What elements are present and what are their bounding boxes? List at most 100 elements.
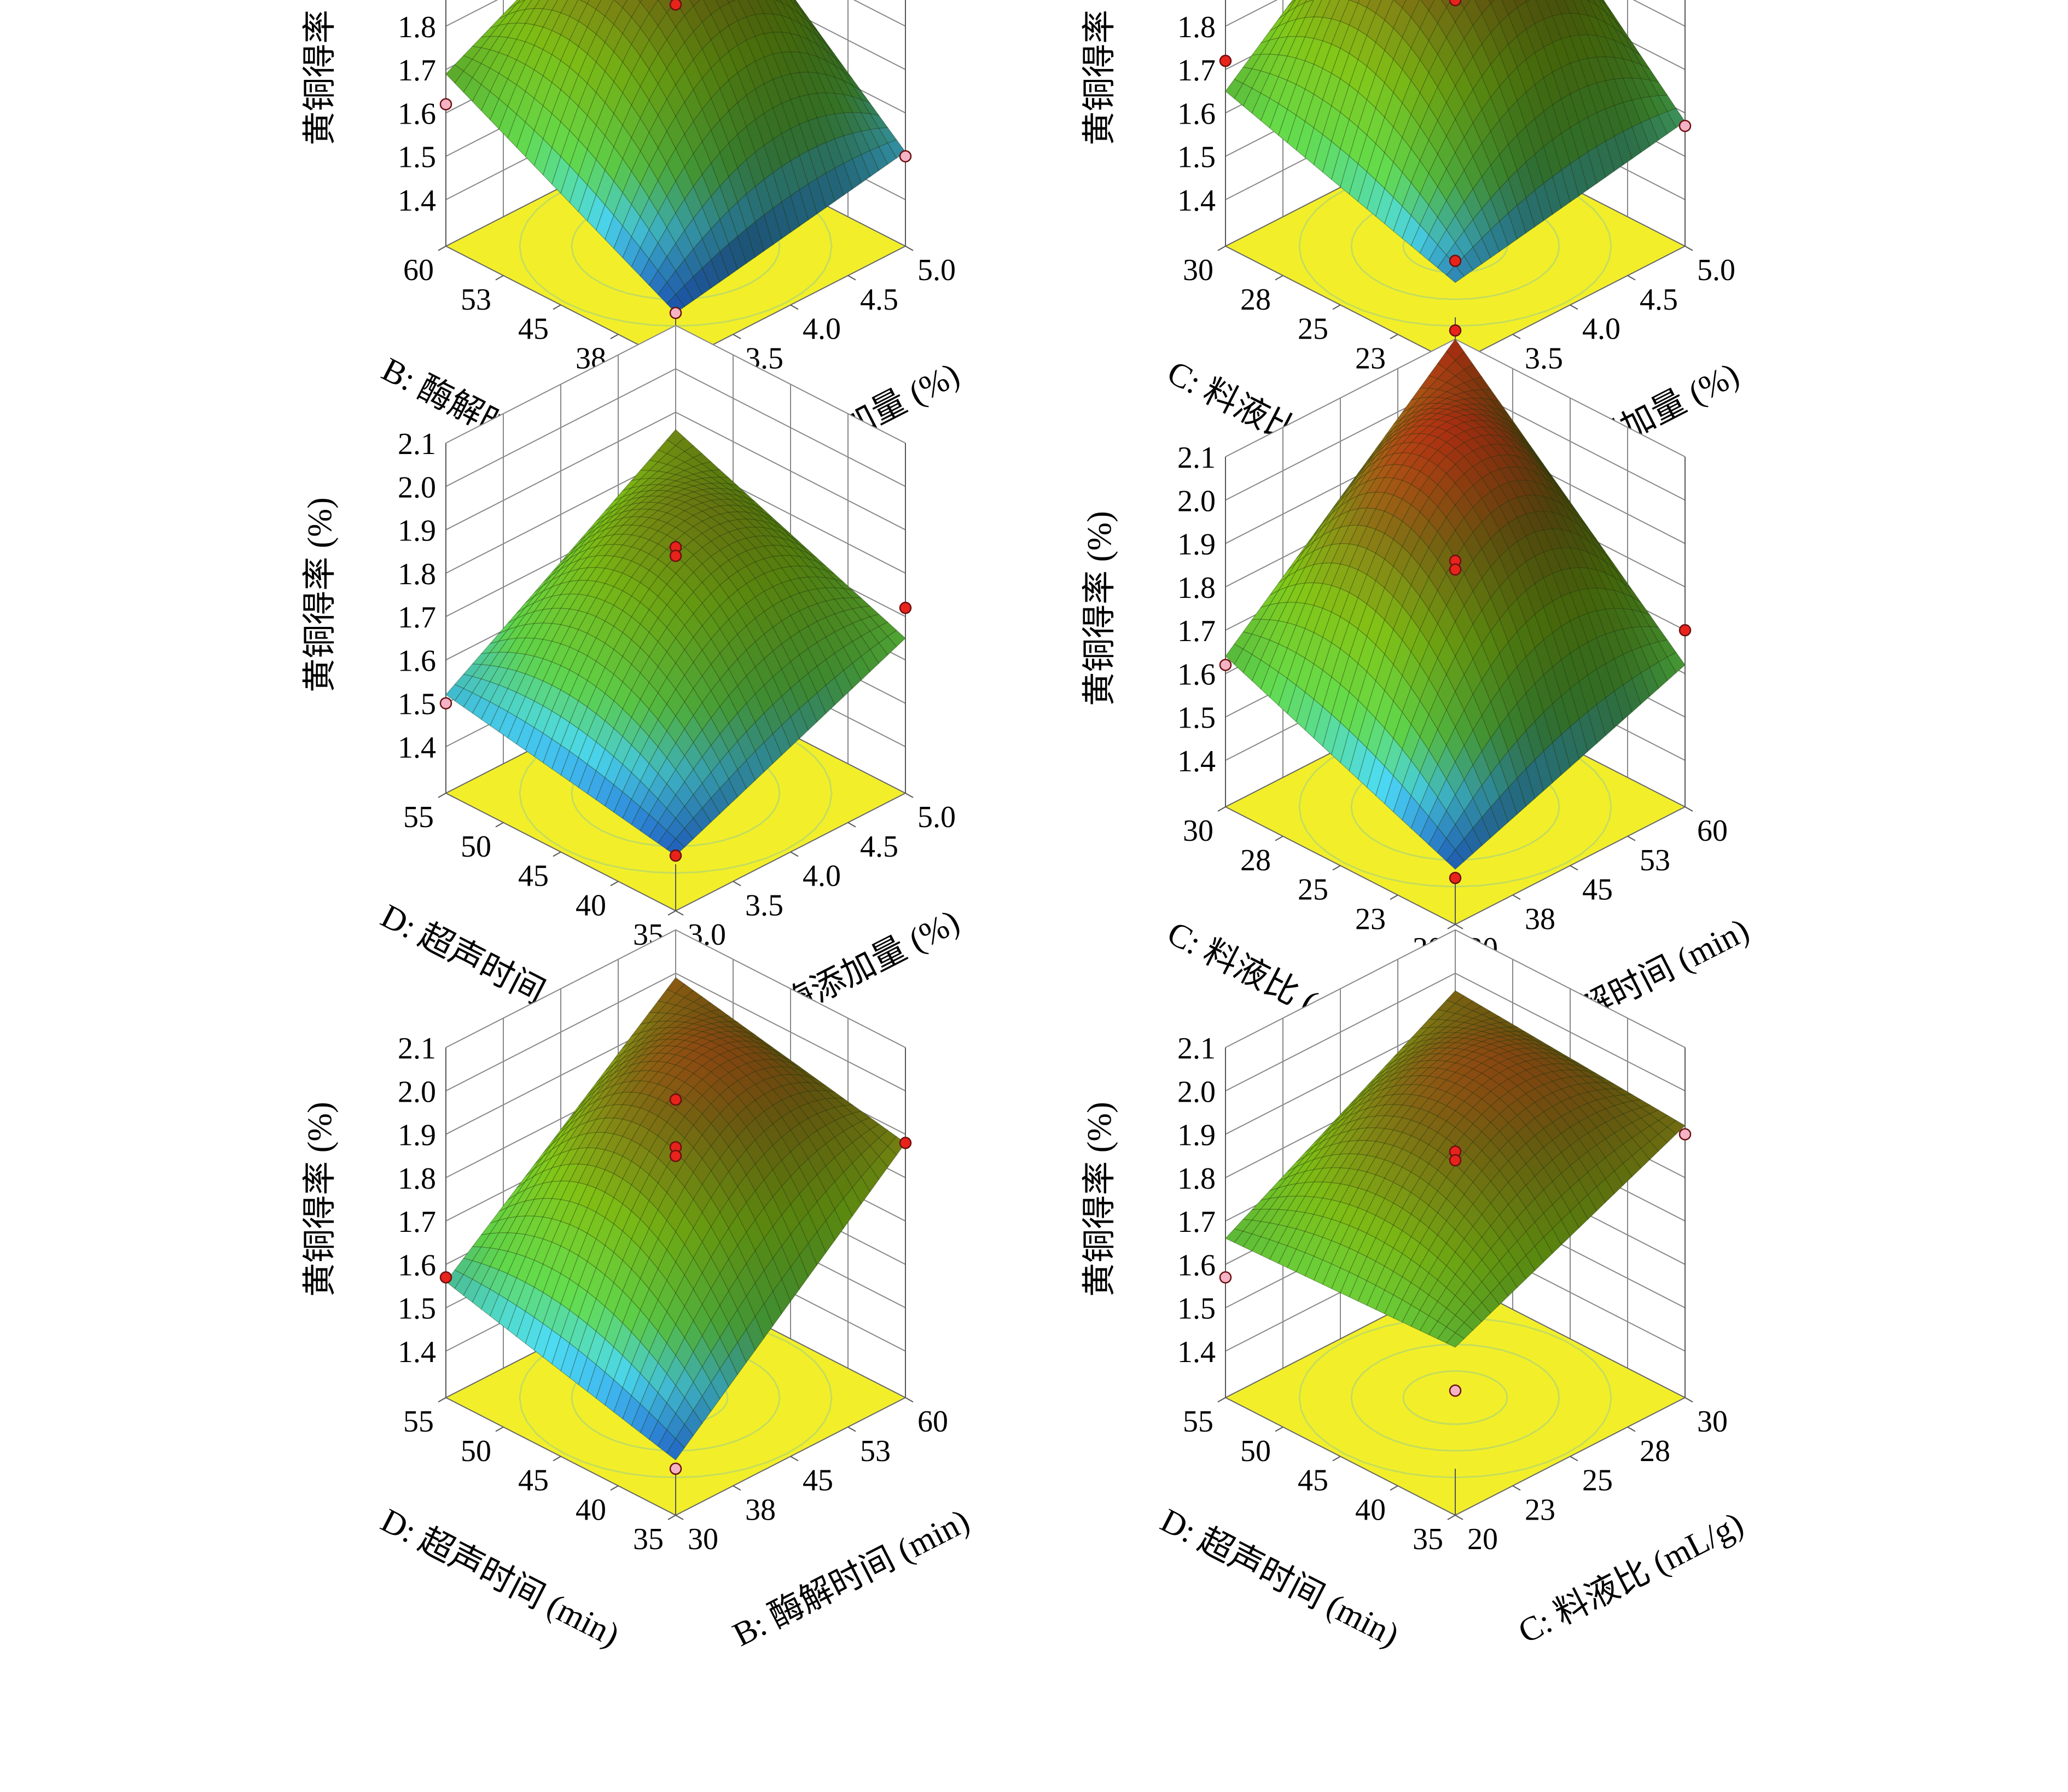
surface-cell bbox=[693, 0, 712, 23]
y-tick-label: 60 bbox=[403, 253, 434, 287]
surface-cell bbox=[622, 497, 641, 508]
z-tick-label: 1.5 bbox=[1177, 701, 1216, 735]
z-tick-label: 1.5 bbox=[398, 688, 436, 722]
x-tick-label: 30 bbox=[1697, 1405, 1728, 1439]
x-tick-mark bbox=[1684, 246, 1693, 251]
surface-cell bbox=[640, 39, 659, 70]
surface-cell bbox=[666, 212, 685, 244]
surface-cell bbox=[1623, 126, 1641, 160]
surface-cell bbox=[675, 510, 694, 521]
surface-cell bbox=[701, 556, 721, 575]
x-tick-label: 25 bbox=[1582, 1464, 1613, 1498]
surface-cell bbox=[719, 79, 738, 112]
surface-cell bbox=[693, 141, 712, 176]
surface-cell bbox=[793, 0, 809, 19]
y-tick-label: 25 bbox=[1298, 873, 1328, 907]
surface-cell bbox=[657, 282, 676, 305]
y-tick-label: 40 bbox=[1355, 1493, 1386, 1527]
surface-cell bbox=[1488, 0, 1495, 4]
surface-cell bbox=[736, 527, 756, 539]
z-tick-label: 1.7 bbox=[1177, 614, 1216, 648]
z-tick-label: 1.7 bbox=[398, 1205, 436, 1239]
surface-cell bbox=[560, 626, 579, 648]
z-tick-label: 1.9 bbox=[1177, 528, 1216, 562]
surface-cell bbox=[808, 178, 827, 214]
surface-cell bbox=[684, 613, 703, 638]
surface-cell bbox=[790, 189, 809, 227]
surface-cell bbox=[1580, 0, 1598, 19]
surface-cell bbox=[675, 284, 694, 307]
surface-cell bbox=[613, 544, 632, 558]
surface-cell bbox=[719, 521, 739, 533]
surface-cell bbox=[525, 591, 544, 608]
surface-cell bbox=[604, 586, 623, 606]
surface-cell bbox=[728, 540, 747, 556]
y-tick-label: 40 bbox=[576, 1493, 606, 1527]
z-tick-label: 1.6 bbox=[398, 644, 436, 678]
surface-cell bbox=[816, 142, 835, 174]
surface-cell bbox=[878, 142, 897, 165]
surface-cell bbox=[507, 59, 526, 86]
surface-cell bbox=[560, 97, 579, 131]
surface-cell bbox=[763, 605, 782, 628]
y-tick-label: 45 bbox=[1298, 1464, 1328, 1498]
surface-cell bbox=[692, 484, 712, 490]
surface-cell bbox=[639, 478, 659, 487]
surface-cell bbox=[790, 96, 809, 125]
z-tick-label: 1.5 bbox=[1177, 141, 1216, 174]
surface-cell bbox=[1501, 0, 1518, 16]
surface-cell bbox=[728, 0, 747, 21]
surface-cell bbox=[507, 22, 526, 40]
surface-cell bbox=[692, 478, 712, 485]
surface-cell bbox=[719, 142, 738, 178]
surface-cell bbox=[852, 112, 871, 132]
surface-cell bbox=[498, 106, 517, 139]
design-point bbox=[669, 849, 682, 862]
surface-cell bbox=[1393, 0, 1407, 9]
surface-cell bbox=[640, 554, 659, 571]
surface-cell bbox=[472, 84, 491, 112]
surface-cell bbox=[586, 9, 606, 35]
surface-cell bbox=[1260, 97, 1279, 129]
x-tick-mark bbox=[1512, 334, 1521, 340]
surface-cell bbox=[728, 133, 747, 169]
surface-cell bbox=[701, 573, 721, 595]
surface-cell bbox=[551, 665, 570, 691]
surface-cell bbox=[622, 104, 641, 139]
surface-cell bbox=[763, 172, 782, 209]
surface-cell bbox=[727, 0, 737, 3]
surface-cell bbox=[525, 677, 544, 702]
surface-cell bbox=[843, 597, 862, 609]
y-tick-label: 50 bbox=[461, 830, 491, 864]
surface-cell bbox=[631, 27, 650, 57]
surface-cell bbox=[1295, 0, 1307, 8]
surface-cell bbox=[719, 531, 739, 546]
surface-cell bbox=[613, 573, 632, 591]
surface-cell bbox=[736, 511, 757, 520]
surface-cell bbox=[657, 39, 676, 69]
surface-cell bbox=[808, 666, 827, 694]
surface-cell bbox=[869, 614, 888, 627]
surface-cell bbox=[1598, 0, 1615, 20]
surface-cell bbox=[843, 158, 862, 190]
surface-cell bbox=[719, 2, 738, 26]
surface-cell bbox=[781, 545, 800, 557]
surface-cell bbox=[657, 464, 677, 473]
y-tick-label: 35 bbox=[633, 1522, 664, 1556]
z-tick-label: 2.0 bbox=[398, 1075, 436, 1109]
z-tick-label: 1.7 bbox=[1177, 54, 1216, 88]
surface-cell bbox=[1499, 44, 1518, 77]
z-axis-label: 黄铜得率 (%) bbox=[301, 0, 339, 146]
surface-cell bbox=[843, 608, 862, 624]
design-point bbox=[1449, 254, 1462, 267]
z-tick-label: 1.8 bbox=[1177, 10, 1216, 44]
surface-cell bbox=[507, 691, 526, 718]
surface-cell bbox=[640, 229, 659, 260]
design-point bbox=[1219, 659, 1232, 671]
design-point bbox=[1449, 563, 1462, 576]
surface-cell bbox=[1384, 0, 1403, 29]
surface-cell bbox=[693, 521, 712, 534]
z-tick-label: 1.6 bbox=[1177, 1248, 1216, 1282]
surface-cell bbox=[878, 636, 897, 656]
surface-cell bbox=[1269, 36, 1288, 55]
